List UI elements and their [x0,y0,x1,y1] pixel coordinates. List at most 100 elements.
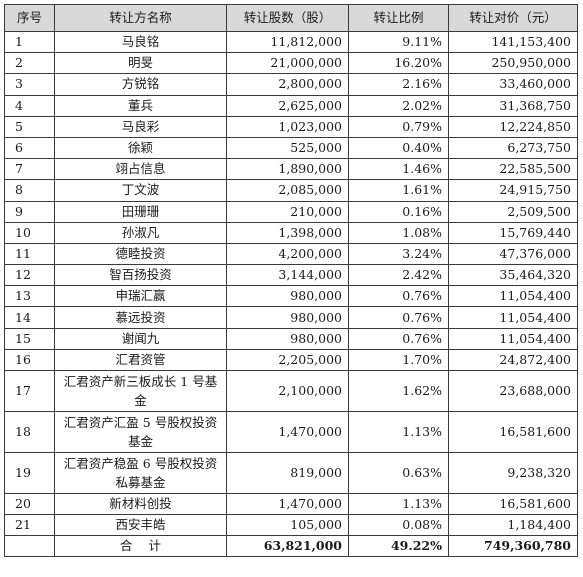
row-ratio: 0.08% [348,514,449,537]
table-row: 7 翊占信息 1,890,000 1.46% 22,585,500 [4,158,578,181]
row-ratio: 0.76% [348,306,449,329]
row-no: 11 [4,242,55,266]
row-ratio: 0.16% [348,200,449,223]
transfer-table: 序号 转让方名称 转让股数（股） 转让比例 转让对价（元） 1 马良铭 11,812… [4,4,578,558]
row-no: 9 [4,200,55,223]
row-price: 2,509,500 [448,200,578,223]
table-row: 3 方锐铭 2,800,000 2.16% 33,460,000 [4,73,578,96]
table-row: 10 孙淑凡 1,398,000 1.08% 15,769,440 [4,221,578,244]
row-name: 翊占信息 [54,158,227,181]
row-shares: 980,000 [226,285,349,308]
row-shares: 2,800,000 [226,73,349,96]
row-price: 35,464,320 [448,264,578,287]
row-name: 田珊珊 [54,200,227,223]
row-price: 6,273,750 [448,136,578,160]
row-price: 16,581,600 [448,411,578,453]
table-row: 12 智百扬投资 3,144,000 2.42% 35,464,320 [4,264,578,287]
header-no: 序号 [4,4,55,32]
table-row: 6 徐颖 525,000 0.40% 6,273,750 [4,136,578,160]
total-row: 合计 63,821,000 49.22% 749,360,780 [4,535,578,558]
row-shares: 1,470,000 [226,492,349,516]
row-shares: 2,100,000 [226,370,349,412]
row-shares: 525,000 [226,136,349,160]
table-row: 20 新材料创投 1,470,000 1.13% 16,581,600 [4,492,578,516]
table-row: 1 马良铭 11,812,000 9.11% 141,153,400 [4,30,578,54]
row-price: 16,581,600 [448,492,578,516]
row-price: 31,368,750 [448,94,578,117]
table-row: 4 董兵 2,625,000 2.02% 31,368,750 [4,94,578,117]
row-no: 13 [4,285,55,308]
row-no: 15 [4,327,55,350]
row-shares: 21,000,000 [226,52,349,75]
row-shares: 2,205,000 [226,348,349,372]
row-price: 11,054,400 [448,306,578,329]
row-ratio: 9.11% [348,30,449,54]
row-ratio: 2.42% [348,264,449,287]
row-name: 丁文波 [54,179,227,202]
row-name: 申瑞汇赢 [54,285,227,308]
row-price: 9,238,320 [448,452,578,494]
row-no: 18 [4,411,55,453]
table-row: 19 汇君资产稳盈 6 号股权投资私募基金 819,000 0.63% 9,238,32… [4,452,578,494]
total-no [4,535,55,558]
row-name: 马良彩 [54,115,227,138]
row-ratio: 0.76% [348,327,449,350]
row-shares: 1,470,000 [226,411,349,453]
row-ratio: 1.70% [348,348,449,372]
row-no: 6 [4,136,55,160]
row-name: 马良铭 [54,30,227,54]
row-name: 方锐铭 [54,73,227,96]
row-price: 11,054,400 [448,327,578,350]
row-no: 14 [4,306,55,329]
header-shares: 转让股数（股） [226,4,349,32]
row-name: 汇君资产新三板成长 1 号基金 [54,370,227,412]
row-no: 3 [4,73,55,96]
table-row: 11 德睦投资 4,200,000 3.24% 47,376,000 [4,242,578,266]
header-name: 转让方名称 [54,4,227,32]
row-name: 董兵 [54,94,227,117]
row-shares: 1,890,000 [226,158,349,181]
row-shares: 11,812,000 [226,30,349,54]
row-no: 19 [4,452,55,494]
row-ratio: 1.46% [348,158,449,181]
row-ratio: 2.16% [348,73,449,96]
row-shares: 1,398,000 [226,221,349,244]
row-price: 24,872,400 [448,348,578,372]
row-no: 8 [4,179,55,202]
row-ratio: 1.08% [348,221,449,244]
row-name: 智百扬投资 [54,264,227,287]
row-ratio: 1.62% [348,370,449,412]
row-name: 汇君资产稳盈 6 号股权投资私募基金 [54,452,227,494]
row-no: 17 [4,370,55,412]
row-ratio: 2.02% [348,94,449,117]
table-row: 5 马良彩 1,023,000 0.79% 12,224,850 [4,115,578,138]
total-shares: 63,821,000 [226,535,349,558]
table-body: 1 马良铭 11,812,000 9.11% 141,153,400 2 明旻 21,000,… [4,30,578,537]
total-price: 749,360,780 [448,535,578,558]
row-ratio: 0.40% [348,136,449,160]
row-shares: 4,200,000 [226,242,349,266]
row-shares: 980,000 [226,327,349,350]
row-no: 4 [4,94,55,117]
table-row: 13 申瑞汇赢 980,000 0.76% 11,054,400 [4,285,578,308]
row-ratio: 1.61% [348,179,449,202]
row-no: 16 [4,348,55,372]
row-price: 11,054,400 [448,285,578,308]
table-row: 21 西安丰皓 105,000 0.08% 1,184,400 [4,514,578,537]
row-shares: 105,000 [226,514,349,537]
row-no: 12 [4,264,55,287]
header-price: 转让对价（元） [448,4,578,32]
row-name: 西安丰皓 [54,514,227,537]
table-row: 8 丁文波 2,085,000 1.61% 24,915,750 [4,179,578,202]
row-no: 7 [4,158,55,181]
total-label: 合计 [54,535,227,558]
row-name: 慕远投资 [54,306,227,329]
row-name: 德睦投资 [54,242,227,266]
row-price: 24,915,750 [448,179,578,202]
row-ratio: 1.13% [348,411,449,453]
row-ratio: 1.13% [348,492,449,516]
row-ratio: 3.24% [348,242,449,266]
table-row: 2 明旻 21,000,000 16.20% 250,950,000 [4,52,578,75]
total-ratio: 49.22% [348,535,449,558]
table-row: 15 谢闻九 980,000 0.76% 11,054,400 [4,327,578,350]
